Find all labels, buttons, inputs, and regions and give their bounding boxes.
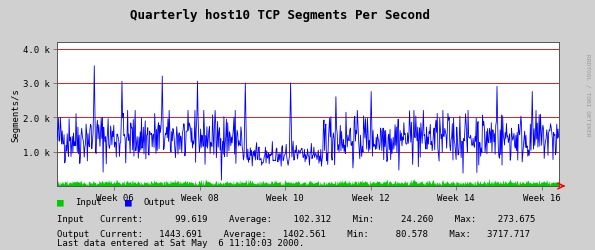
Text: ■: ■ — [125, 196, 131, 206]
Text: Output  Current:   1443.691    Average:   1402.561    Min:     80.578    Max:   : Output Current: 1443.691 Average: 1402.5… — [57, 229, 530, 238]
Y-axis label: Segments/s: Segments/s — [11, 88, 20, 141]
Text: Output: Output — [144, 197, 176, 206]
Text: Quarterly host10 TCP Segments Per Second: Quarterly host10 TCP Segments Per Second — [130, 9, 430, 22]
Text: Input   Current:      99.619    Average:    102.312    Min:     24.260    Max:  : Input Current: 99.619 Average: 102.312 M… — [57, 214, 535, 223]
Text: RRDTOOL / TOBI OETIKER: RRDTOOL / TOBI OETIKER — [585, 54, 590, 136]
Text: Last data entered at Sat May  6 11:10:03 2000.: Last data entered at Sat May 6 11:10:03 … — [57, 238, 304, 247]
Text: Input: Input — [76, 197, 102, 206]
Text: ■: ■ — [57, 196, 63, 206]
